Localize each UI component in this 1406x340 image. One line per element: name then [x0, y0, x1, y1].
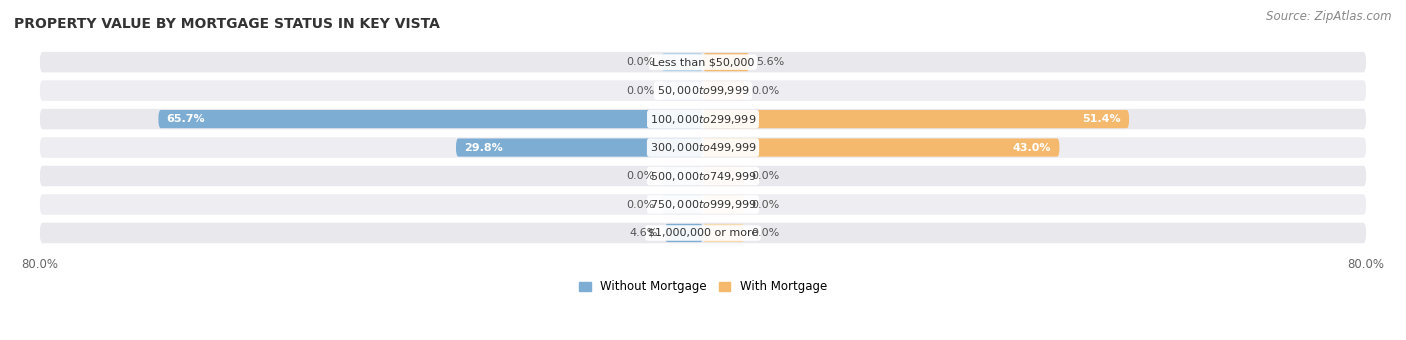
- FancyBboxPatch shape: [39, 109, 1367, 129]
- Text: Less than $50,000: Less than $50,000: [652, 57, 754, 67]
- FancyBboxPatch shape: [703, 53, 749, 71]
- FancyBboxPatch shape: [703, 82, 744, 100]
- Text: PROPERTY VALUE BY MORTGAGE STATUS IN KEY VISTA: PROPERTY VALUE BY MORTGAGE STATUS IN KEY…: [14, 17, 440, 31]
- FancyBboxPatch shape: [703, 195, 744, 214]
- Text: $500,000 to $749,999: $500,000 to $749,999: [650, 170, 756, 183]
- FancyBboxPatch shape: [662, 195, 703, 214]
- Text: $1,000,000 or more: $1,000,000 or more: [648, 228, 758, 238]
- Legend: Without Mortgage, With Mortgage: Without Mortgage, With Mortgage: [579, 280, 827, 293]
- FancyBboxPatch shape: [39, 223, 1367, 243]
- Text: 0.0%: 0.0%: [627, 86, 655, 96]
- FancyBboxPatch shape: [703, 224, 744, 242]
- FancyBboxPatch shape: [39, 80, 1367, 101]
- Text: 0.0%: 0.0%: [627, 57, 655, 67]
- Text: 0.0%: 0.0%: [627, 200, 655, 209]
- FancyBboxPatch shape: [39, 52, 1367, 72]
- Text: 0.0%: 0.0%: [627, 171, 655, 181]
- FancyBboxPatch shape: [703, 138, 1060, 157]
- FancyBboxPatch shape: [159, 110, 703, 128]
- FancyBboxPatch shape: [662, 167, 703, 185]
- Text: 0.0%: 0.0%: [751, 228, 779, 238]
- FancyBboxPatch shape: [39, 166, 1367, 186]
- Text: 29.8%: 29.8%: [464, 142, 503, 153]
- Text: 0.0%: 0.0%: [751, 171, 779, 181]
- Text: 51.4%: 51.4%: [1083, 114, 1121, 124]
- FancyBboxPatch shape: [662, 82, 703, 100]
- Text: $100,000 to $299,999: $100,000 to $299,999: [650, 113, 756, 125]
- Text: 4.6%: 4.6%: [630, 228, 658, 238]
- Text: 65.7%: 65.7%: [167, 114, 205, 124]
- FancyBboxPatch shape: [39, 194, 1367, 215]
- Text: 43.0%: 43.0%: [1012, 142, 1052, 153]
- FancyBboxPatch shape: [662, 53, 703, 71]
- Text: $750,000 to $999,999: $750,000 to $999,999: [650, 198, 756, 211]
- FancyBboxPatch shape: [665, 224, 703, 242]
- FancyBboxPatch shape: [39, 137, 1367, 158]
- Text: 0.0%: 0.0%: [751, 86, 779, 96]
- FancyBboxPatch shape: [703, 167, 744, 185]
- Text: $50,000 to $99,999: $50,000 to $99,999: [657, 84, 749, 97]
- FancyBboxPatch shape: [456, 138, 703, 157]
- Text: 0.0%: 0.0%: [751, 200, 779, 209]
- Text: Source: ZipAtlas.com: Source: ZipAtlas.com: [1267, 10, 1392, 23]
- Text: $300,000 to $499,999: $300,000 to $499,999: [650, 141, 756, 154]
- FancyBboxPatch shape: [703, 110, 1129, 128]
- Text: 5.6%: 5.6%: [756, 57, 785, 67]
